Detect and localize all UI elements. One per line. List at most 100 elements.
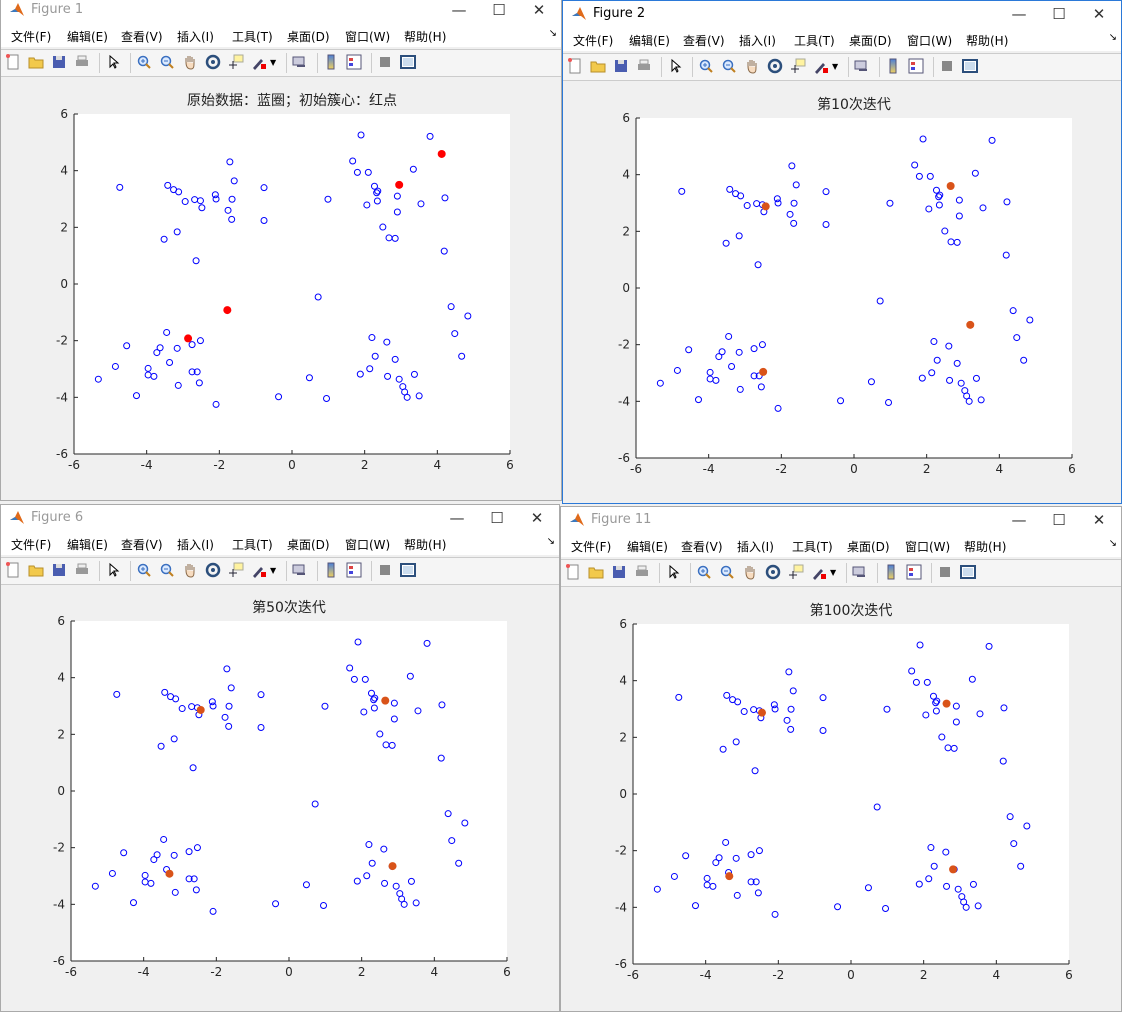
title-bar[interactable]: Figure 11 — ☐ ✕ [561, 507, 1121, 535]
maximize-button[interactable]: ☐ [492, 1, 506, 19]
dropdown-arrow-icon[interactable]: ▼ [270, 58, 277, 67]
legend-icon[interactable] [346, 562, 362, 578]
menu-item[interactable]: 桌面(D) [847, 540, 890, 554]
menu-item[interactable]: 桌面(D) [849, 34, 892, 48]
pointer-icon[interactable] [667, 58, 683, 74]
legend-icon[interactable] [346, 54, 362, 70]
zoom-out-icon[interactable] [159, 562, 175, 578]
scatter-plot[interactable]: -6 -4 -2 0 2 4 6 -6 -4 -2 0 2 4 6 [1, 505, 560, 1012]
colorbar-icon[interactable] [323, 54, 339, 70]
menu-item[interactable]: 插入(I) [177, 538, 214, 552]
print-icon[interactable] [74, 54, 90, 70]
scatter-plot[interactable]: -6 -4 -2 0 2 4 6 -6 -4 -2 0 2 4 6 [561, 507, 1122, 1012]
menu-item[interactable]: 编辑(E) [627, 540, 668, 554]
menu-item[interactable]: 查看(V) [121, 30, 163, 44]
menu-item[interactable]: 插入(I) [737, 540, 774, 554]
rotate-3d-icon[interactable] [205, 562, 221, 578]
minimize-button[interactable]: — [1011, 5, 1027, 23]
rotate-3d-icon[interactable] [765, 564, 781, 580]
new-file-icon[interactable] [5, 54, 21, 70]
close-button[interactable]: ✕ [530, 509, 544, 527]
zoom-out-icon[interactable] [159, 54, 175, 70]
rotate-3d-icon[interactable] [205, 54, 221, 70]
menu-item[interactable]: 编辑(E) [67, 30, 108, 44]
colorbar-icon[interactable] [885, 58, 901, 74]
dropdown-arrow-icon[interactable]: ▼ [830, 568, 837, 577]
new-file-icon[interactable] [5, 562, 21, 578]
new-file-icon[interactable] [565, 564, 581, 580]
minimize-button[interactable]: — [449, 509, 465, 527]
link-plot-icon[interactable] [292, 54, 308, 70]
menu-item[interactable]: 帮助(H) [404, 30, 447, 44]
close-button[interactable]: ✕ [1092, 5, 1106, 23]
menu-item[interactable]: 桌面(D) [287, 30, 330, 44]
open-folder-icon[interactable] [28, 562, 44, 578]
show-plot-tools-icon[interactable] [962, 58, 978, 74]
save-icon[interactable] [613, 58, 629, 74]
title-bar[interactable]: Figure 1 — ☐ ✕ [1, 0, 561, 25]
zoom-in-icon[interactable] [136, 54, 152, 70]
colorbar-icon[interactable] [883, 564, 899, 580]
menu-item[interactable]: 窗口(W) [345, 30, 391, 44]
menu-item[interactable]: 桌面(D) [287, 538, 330, 552]
dropdown-arrow-icon[interactable]: ▼ [832, 62, 839, 71]
open-folder-icon[interactable] [590, 58, 606, 74]
menu-item[interactable]: 插入(I) [739, 34, 776, 48]
dock-arrow-icon[interactable]: ↘ [1108, 32, 1117, 43]
zoom-out-icon[interactable] [719, 564, 735, 580]
save-icon[interactable] [51, 562, 67, 578]
data-cursor-icon[interactable] [228, 562, 244, 578]
pan-hand-icon[interactable] [742, 564, 758, 580]
title-bar[interactable]: Figure 2 — ☐ ✕ [563, 1, 1121, 29]
menu-item[interactable]: 文件(F) [11, 30, 52, 44]
brush-icon[interactable] [813, 58, 829, 74]
pointer-icon[interactable] [105, 54, 121, 70]
pan-hand-icon[interactable] [744, 58, 760, 74]
data-cursor-icon[interactable] [790, 58, 806, 74]
menu-item[interactable]: 帮助(H) [404, 538, 447, 552]
minimize-button[interactable]: — [1011, 511, 1027, 529]
menu-item[interactable]: 帮助(H) [966, 34, 1009, 48]
rotate-3d-icon[interactable] [767, 58, 783, 74]
data-cursor-icon[interactable] [228, 54, 244, 70]
maximize-button[interactable]: ☐ [490, 509, 504, 527]
menu-item[interactable]: 查看(V) [121, 538, 163, 552]
menu-item[interactable]: 工具(T) [232, 538, 273, 552]
legend-icon[interactable] [906, 564, 922, 580]
link-plot-icon[interactable] [852, 564, 868, 580]
legend-icon[interactable] [908, 58, 924, 74]
menu-item[interactable]: 工具(T) [794, 34, 835, 48]
colorbar-icon[interactable] [323, 562, 339, 578]
show-plot-tools-icon[interactable] [960, 564, 976, 580]
print-icon[interactable] [636, 58, 652, 74]
zoom-in-icon[interactable] [136, 562, 152, 578]
save-icon[interactable] [51, 54, 67, 70]
menu-item[interactable]: 文件(F) [573, 34, 614, 48]
save-icon[interactable] [611, 564, 627, 580]
menu-item[interactable]: 工具(T) [232, 30, 273, 44]
brush-icon[interactable] [811, 564, 827, 580]
open-folder-icon[interactable] [28, 54, 44, 70]
hide-plot-tools-icon[interactable] [377, 54, 393, 70]
menu-item[interactable]: 文件(F) [571, 540, 612, 554]
menu-item[interactable]: 窗口(W) [905, 540, 951, 554]
menu-item[interactable]: 查看(V) [683, 34, 725, 48]
print-icon[interactable] [74, 562, 90, 578]
maximize-button[interactable]: ☐ [1052, 5, 1066, 23]
data-cursor-icon[interactable] [788, 564, 804, 580]
menu-item[interactable]: 窗口(W) [907, 34, 953, 48]
minimize-button[interactable]: — [451, 1, 467, 19]
menu-item[interactable]: 查看(V) [681, 540, 723, 554]
close-button[interactable]: ✕ [532, 1, 546, 19]
zoom-out-icon[interactable] [721, 58, 737, 74]
maximize-button[interactable]: ☐ [1052, 511, 1066, 529]
brush-icon[interactable] [251, 54, 267, 70]
brush-icon[interactable] [251, 562, 267, 578]
title-bar[interactable]: Figure 6 — ☐ ✕ [1, 505, 559, 533]
dock-arrow-icon[interactable]: ↘ [1108, 538, 1117, 549]
zoom-in-icon[interactable] [696, 564, 712, 580]
pointer-icon[interactable] [665, 564, 681, 580]
menu-item[interactable]: 插入(I) [177, 30, 214, 44]
menu-item[interactable]: 文件(F) [11, 538, 52, 552]
link-plot-icon[interactable] [292, 562, 308, 578]
